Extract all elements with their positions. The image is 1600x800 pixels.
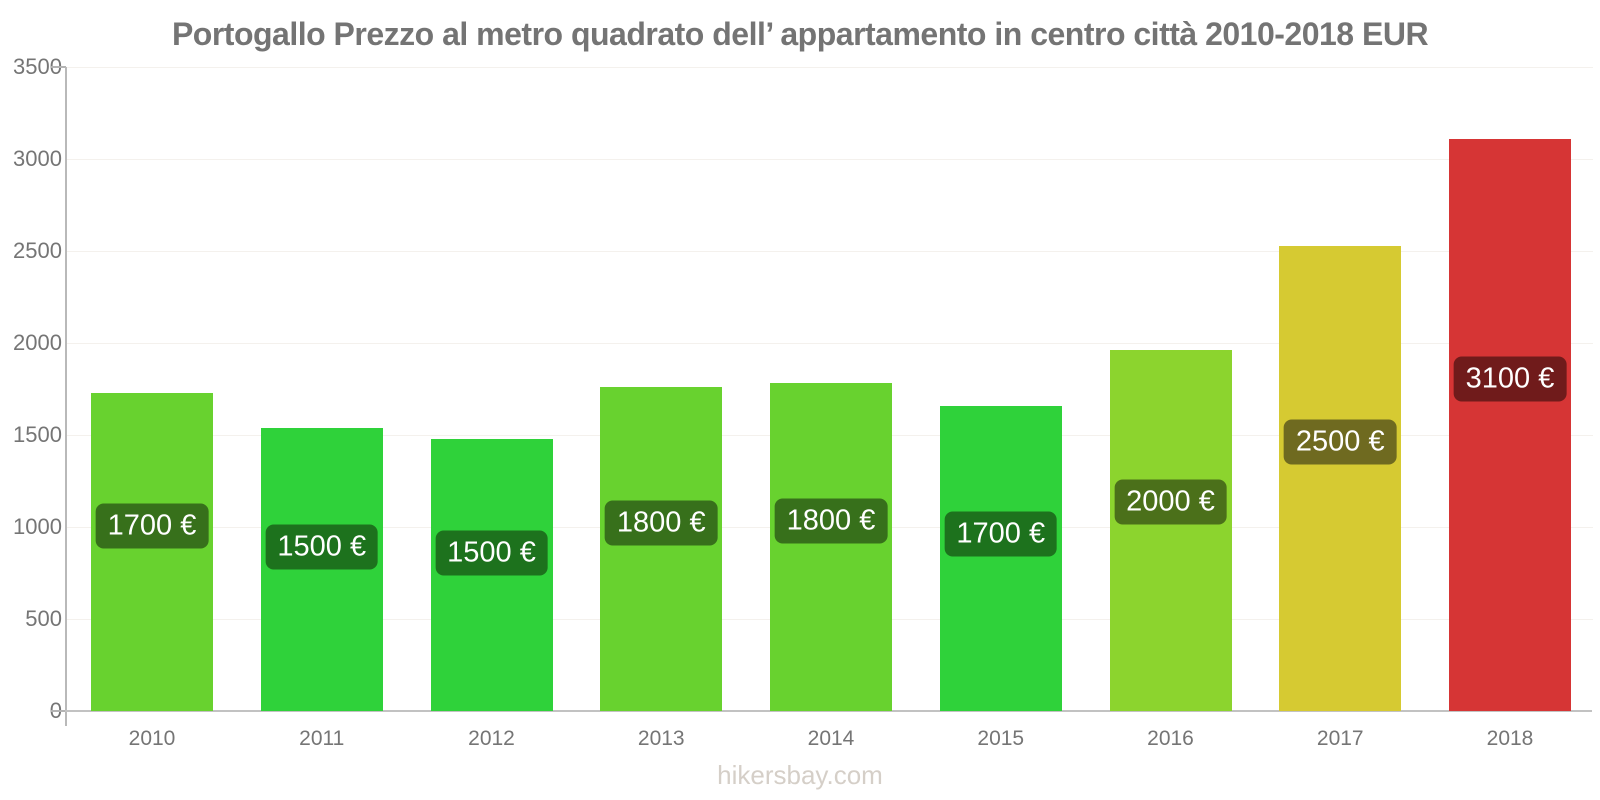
bar-value-label-2016: 2000 € (1114, 479, 1227, 525)
y-axis-tick-label: 3000 (13, 146, 62, 171)
bar-2018 (1449, 138, 1571, 711)
x-axis-label-2012: 2012 (468, 727, 515, 750)
x-axis-label-2016: 2016 (1147, 727, 1194, 750)
x-axis-label-2017: 2017 (1316, 727, 1364, 750)
x-axis-line (65, 710, 1592, 712)
y-axis-line (65, 67, 67, 726)
x-axis-label-2013: 2013 (637, 727, 685, 750)
x-axis-label-2014: 2014 (807, 727, 855, 750)
y-axis-tick-mark (51, 66, 66, 68)
gridline-3000 (66, 159, 1593, 160)
bar-value-label-2011: 1500 € (265, 524, 379, 570)
bar-2014 (770, 382, 892, 711)
bar-2011 (260, 427, 383, 711)
y-axis-tick-label: 1500 (13, 422, 62, 447)
y-axis-tick-label: 2000 (13, 330, 62, 355)
gridline-2000 (66, 343, 1593, 344)
x-axis-label-2010: 2010 (128, 727, 176, 750)
bar-value-label-2013: 1800 € (604, 500, 718, 546)
y-axis-tick-mark (51, 710, 66, 712)
y-axis-tick-label: 2500 (13, 238, 62, 263)
bar-value-label-2014: 1800 € (774, 498, 888, 543)
gridline-2500 (66, 251, 1593, 252)
bar-2017 (1279, 246, 1402, 711)
gridline-3500 (66, 67, 1593, 68)
bar-value-label-2015: 1700 € (944, 511, 1058, 557)
chart-title: Portogallo Prezzo al metro quadrato dell… (171, 16, 1429, 52)
y-axis-tick-label: 500 (25, 606, 62, 631)
x-axis-label-2018: 2018 (1486, 727, 1534, 750)
bar-2010 (91, 392, 213, 711)
y-axis-tick-label: 3500 (13, 54, 62, 79)
x-axis-label-2015: 2015 (977, 727, 1025, 750)
bar-2013 (600, 387, 723, 711)
bar-value-label-2010: 1700 € (95, 503, 209, 549)
y-axis-tick-label: 1000 (13, 514, 62, 539)
x-axis-label-2011: 2011 (299, 727, 345, 750)
watermark-hikersbay: hikersbay.com (717, 760, 883, 790)
bar-value-label-2017: 2500 € (1283, 419, 1397, 465)
bar-value-label-2018: 3100 € (1453, 356, 1567, 402)
bar-2016 (1109, 350, 1232, 711)
bar-2015 (939, 406, 1062, 711)
bar-value-label-2012: 1500 € (435, 530, 548, 576)
